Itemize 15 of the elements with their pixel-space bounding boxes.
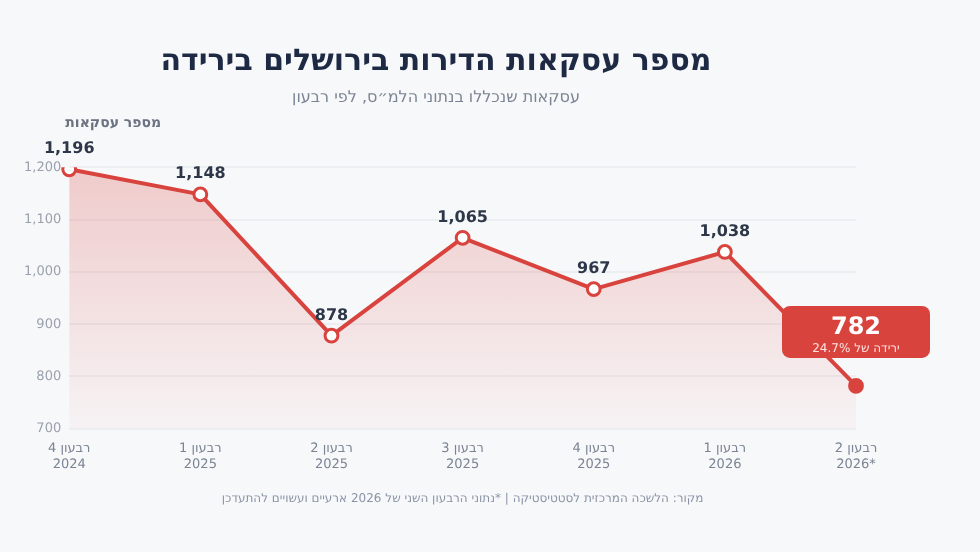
text: 1,038 [699, 221, 751, 240]
text: 967 [577, 259, 611, 278]
point [454, 229, 471, 246]
text: 782 [830, 311, 882, 340]
text: 1,148 [175, 164, 226, 183]
chart-title: מספר עסקאות הדירות בירושלים בירידה [160, 41, 712, 78]
point [323, 327, 340, 344]
point [716, 244, 733, 260]
point [585, 281, 602, 298]
text: 1,196 [43, 139, 95, 158]
chart-subtitle: עסקאות שנכללו בנתוני הלמ״ס, לפי רבעון [292, 87, 580, 106]
text: 878 [314, 305, 349, 324]
point [848, 378, 864, 394]
text: 1,065 [437, 207, 488, 226]
point [192, 186, 209, 203]
